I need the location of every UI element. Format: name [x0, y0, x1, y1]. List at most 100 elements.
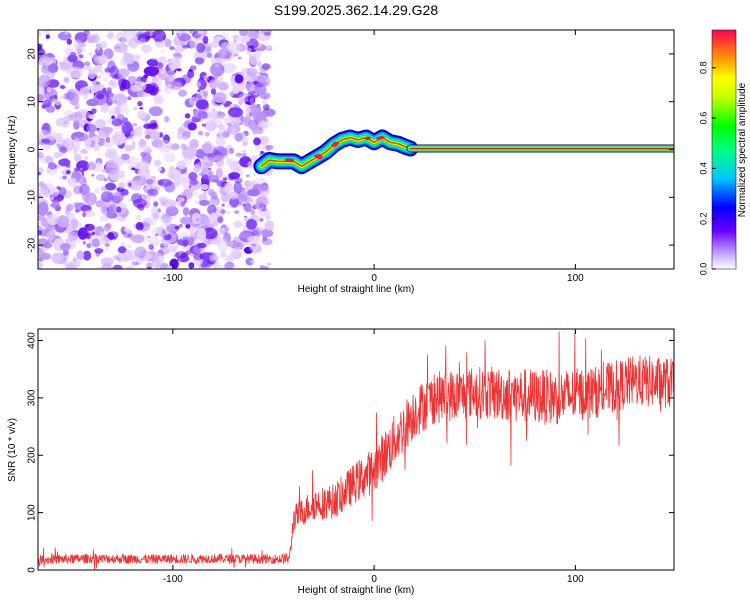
noise-blob [103, 223, 111, 232]
ridge-peak [315, 154, 322, 158]
noise-blob [86, 242, 92, 249]
noise-blob [151, 206, 158, 218]
noise-blob [95, 119, 107, 128]
noise-blob [178, 32, 182, 37]
noise-blob [74, 209, 80, 213]
noise-blob [226, 204, 233, 209]
x-tick-label: 0 [371, 574, 377, 585]
spectrogram-ridge [253, 129, 419, 175]
noise-blob [38, 74, 51, 88]
noise-blob [51, 252, 63, 264]
noise-blob [62, 249, 69, 256]
noise-blob [232, 53, 239, 57]
noise-blob [222, 130, 230, 138]
y-tick-label: -20 [27, 237, 38, 252]
noise-blob [216, 167, 224, 179]
noise-blob [182, 207, 190, 216]
noise-blob [175, 252, 180, 258]
noise-blob [138, 224, 144, 231]
noise-blob [237, 99, 244, 106]
noise-blob [136, 129, 144, 138]
noise-blob [167, 168, 182, 181]
noise-blob [59, 243, 71, 251]
noise-blob [87, 240, 92, 245]
noise-blob [71, 138, 81, 151]
noise-blob [151, 57, 158, 61]
noise-blob [160, 213, 173, 223]
snr-plot-area [38, 329, 674, 570]
noise-blob [80, 167, 83, 171]
top-x-axis-ticks: -100 0 100 [163, 30, 584, 284]
noise-blob [250, 259, 256, 264]
y-tick-label: 0 [27, 146, 38, 152]
noise-blob [223, 103, 229, 108]
noise-blob [99, 230, 105, 240]
noise-blob [197, 227, 207, 241]
noise-blob [195, 161, 209, 170]
noise-blob [137, 101, 143, 107]
colorbar-tick-label: 0.8 [698, 61, 708, 74]
noise-blob [126, 244, 132, 249]
noise-blob [144, 134, 151, 139]
noise-blob [46, 35, 49, 39]
x-tick-label: 0 [371, 273, 377, 284]
noise-blob [234, 220, 241, 229]
noise-blob [245, 257, 254, 266]
noise-blob [46, 214, 59, 226]
noise-blob [70, 111, 83, 123]
noise-blob [45, 105, 56, 113]
noise-blob [144, 148, 153, 154]
noise-blob [118, 182, 126, 189]
noise-blob [74, 153, 82, 162]
noise-blob [176, 160, 187, 170]
noise-blob [73, 39, 83, 52]
noise-blob [251, 102, 256, 107]
figure-title: S199.2025.362.14.29.G28 [274, 2, 438, 18]
noise-blob [86, 123, 97, 133]
noise-blob [207, 52, 213, 58]
colorbar-tick-label: 0.2 [698, 212, 708, 225]
bottom-y-axis-ticks: 0 100 200 300 400 [27, 332, 674, 573]
noise-blob [202, 35, 209, 44]
snr-panel: -100 0 100 0 100 200 300 400 Height of straigh… [7, 328, 675, 596]
noise-blob [130, 131, 137, 136]
noise-blob [112, 131, 126, 146]
colorbar-tick-label: 0.0 [698, 263, 708, 276]
noise-blob [151, 226, 162, 236]
noise-blob [73, 120, 80, 130]
noise-blob [226, 240, 234, 247]
noise-blob [126, 159, 131, 164]
noise-blob [38, 171, 42, 176]
noise-blob [138, 90, 144, 97]
noise-blob [95, 174, 106, 182]
noise-blob [144, 129, 150, 136]
noise-blob [127, 76, 137, 84]
noise-blob [105, 245, 109, 251]
noise-blob [147, 215, 158, 226]
noise-blob [63, 93, 71, 100]
noise-blob [109, 65, 119, 79]
noise-blob [201, 123, 207, 127]
noise-blob [136, 163, 141, 168]
noise-blob [209, 255, 215, 262]
y-tick-label: 0 [27, 567, 38, 573]
noise-blob [221, 63, 237, 73]
noise-blob [234, 133, 244, 142]
noise-blob [257, 207, 271, 218]
noise-blob [97, 266, 101, 269]
noise-blob [77, 227, 88, 240]
y-tick-label: 100 [27, 504, 38, 521]
noise-blob [100, 257, 114, 266]
noise-blob [157, 178, 173, 187]
noise-blob [137, 146, 145, 152]
noise-blob [259, 92, 271, 100]
noise-blob [234, 177, 243, 184]
top-y-axis-label: Frequency (Hz) [7, 116, 18, 185]
noise-blob [82, 210, 96, 218]
noise-blob [73, 167, 80, 172]
noise-blob [93, 144, 100, 152]
colorbar-tick-label: 0.6 [698, 112, 708, 125]
noise-blob [111, 118, 123, 127]
noise-blob [244, 197, 253, 203]
noise-blob [191, 212, 202, 225]
